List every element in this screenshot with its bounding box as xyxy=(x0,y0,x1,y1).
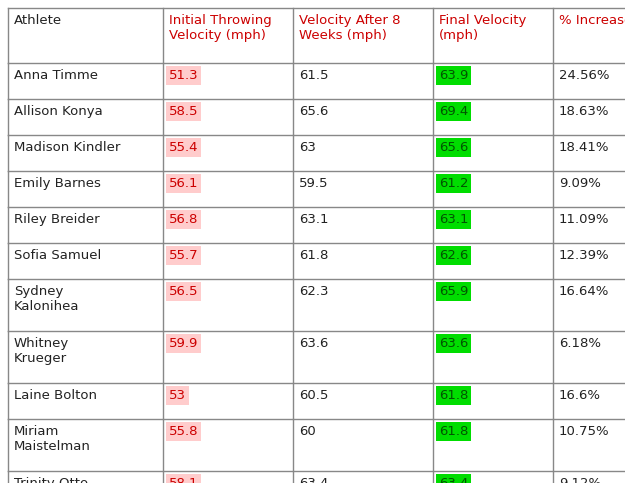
Text: Whitney
Krueger: Whitney Krueger xyxy=(14,337,69,365)
Text: Final Velocity
(mph): Final Velocity (mph) xyxy=(439,14,526,42)
Text: 69.4: 69.4 xyxy=(439,105,468,118)
Text: 59.9: 59.9 xyxy=(169,337,198,350)
Text: 60: 60 xyxy=(299,425,316,438)
Text: 61.8: 61.8 xyxy=(439,425,468,438)
Text: 18.41%: 18.41% xyxy=(559,141,609,154)
Text: 59.5: 59.5 xyxy=(299,177,329,190)
Text: 11.09%: 11.09% xyxy=(559,213,609,226)
Text: 61.2: 61.2 xyxy=(439,177,469,190)
Text: 10.75%: 10.75% xyxy=(559,425,609,438)
Text: 65.6: 65.6 xyxy=(299,105,328,118)
Text: 62.3: 62.3 xyxy=(299,285,329,298)
Text: 61.8: 61.8 xyxy=(439,389,468,402)
Text: 62.6: 62.6 xyxy=(439,249,468,262)
Text: 63.9: 63.9 xyxy=(439,69,468,82)
Text: Anna Timme: Anna Timme xyxy=(14,69,98,82)
Text: Initial Throwing
Velocity (mph): Initial Throwing Velocity (mph) xyxy=(169,14,272,42)
Text: Riley Breider: Riley Breider xyxy=(14,213,99,226)
Text: 9.09%: 9.09% xyxy=(559,177,601,190)
Text: 63.1: 63.1 xyxy=(439,213,469,226)
Text: Velocity After 8
Weeks (mph): Velocity After 8 Weeks (mph) xyxy=(299,14,401,42)
Text: Sydney
Kalonihea: Sydney Kalonihea xyxy=(14,285,79,313)
Text: 63.6: 63.6 xyxy=(299,337,328,350)
Text: 16.64%: 16.64% xyxy=(559,285,609,298)
Text: Sofia Samuel: Sofia Samuel xyxy=(14,249,101,262)
Text: 63.4: 63.4 xyxy=(439,477,468,483)
Text: Miriam
Maistelman: Miriam Maistelman xyxy=(14,425,91,453)
Text: 63: 63 xyxy=(299,141,316,154)
Text: 63.6: 63.6 xyxy=(439,337,468,350)
Text: 51.3: 51.3 xyxy=(169,69,199,82)
Text: 18.63%: 18.63% xyxy=(559,105,609,118)
Text: 6.18%: 6.18% xyxy=(559,337,601,350)
Text: Emily Barnes: Emily Barnes xyxy=(14,177,101,190)
Text: 55.7: 55.7 xyxy=(169,249,199,262)
Text: Madison Kindler: Madison Kindler xyxy=(14,141,121,154)
Text: 55.8: 55.8 xyxy=(169,425,199,438)
Text: 63.1: 63.1 xyxy=(299,213,329,226)
Text: 16.6%: 16.6% xyxy=(559,389,601,402)
Text: 61.8: 61.8 xyxy=(299,249,328,262)
Text: Trinity Otto: Trinity Otto xyxy=(14,477,88,483)
Text: 60.5: 60.5 xyxy=(299,389,328,402)
Text: 55.4: 55.4 xyxy=(169,141,199,154)
Text: 65.6: 65.6 xyxy=(439,141,468,154)
Text: 65.9: 65.9 xyxy=(439,285,468,298)
Text: 63.4: 63.4 xyxy=(299,477,328,483)
Text: Laine Bolton: Laine Bolton xyxy=(14,389,97,402)
Text: % Increase: % Increase xyxy=(559,14,625,27)
Text: 9.12%: 9.12% xyxy=(559,477,601,483)
Text: 53: 53 xyxy=(169,389,186,402)
Text: 58.1: 58.1 xyxy=(169,477,199,483)
Text: 12.39%: 12.39% xyxy=(559,249,609,262)
Text: 24.56%: 24.56% xyxy=(559,69,609,82)
Text: Allison Konya: Allison Konya xyxy=(14,105,103,118)
Text: 58.5: 58.5 xyxy=(169,105,199,118)
Text: 56.5: 56.5 xyxy=(169,285,199,298)
Text: 56.8: 56.8 xyxy=(169,213,198,226)
Text: 56.1: 56.1 xyxy=(169,177,199,190)
Text: Athlete: Athlete xyxy=(14,14,62,27)
Text: 61.5: 61.5 xyxy=(299,69,329,82)
